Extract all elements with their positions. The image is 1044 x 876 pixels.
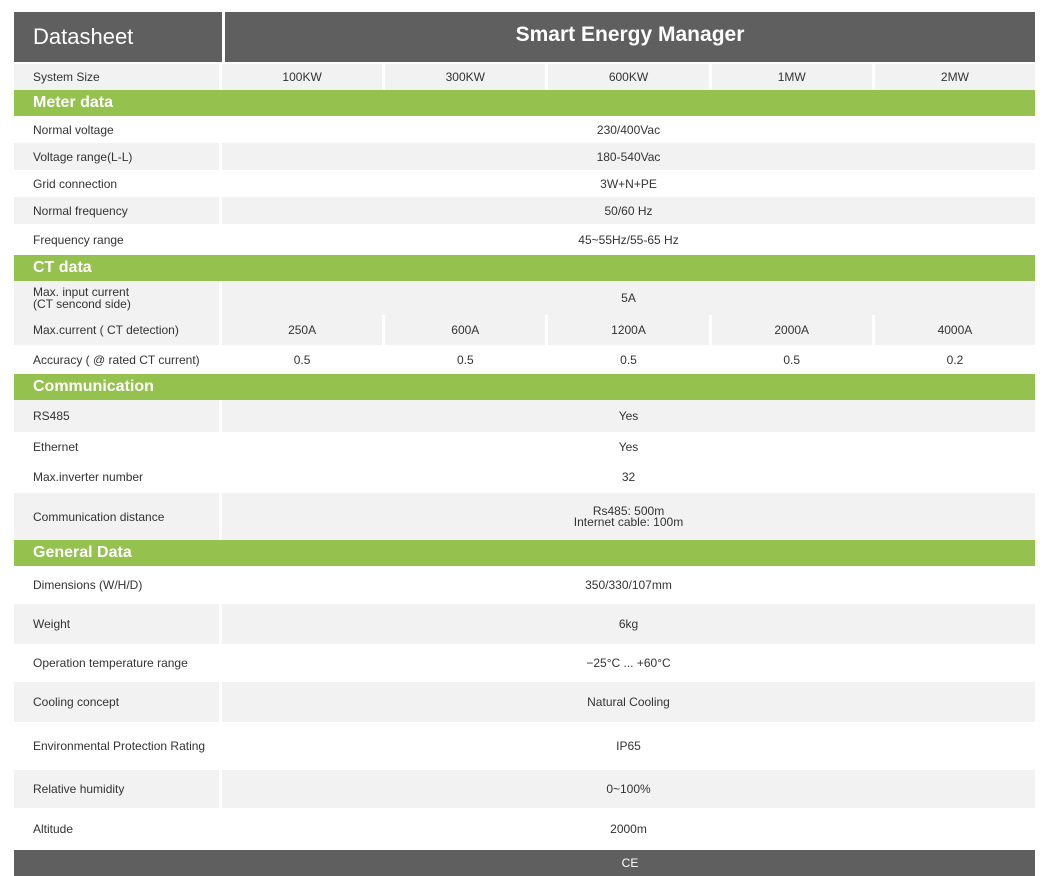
spec-row: Frequency range 45~55Hz/55-65 Hz [14,224,1035,255]
system-size-cell: 100KW [222,64,383,90]
row-value: 2000m [222,808,1035,850]
row-label: Normal frequency [14,197,222,224]
row-value: −25°C ... +60°C [222,644,1035,682]
spec-row: Relative humidity 0~100% [14,770,1035,808]
accuracy-cell: 0.5 [708,345,872,374]
section-communication: Communication [14,374,1035,400]
spec-row: Max. input current (CT sencond side) 5A [14,281,1035,315]
row-value: 45~55Hz/55-65 Hz [222,224,1035,255]
spec-row: Ethernet Yes [14,432,1035,461]
row-value: IP65 [222,722,1035,770]
row-value-line: Rs485: 500m [592,503,665,518]
spec-row: Normal voltage 230/400Vac [14,116,1035,143]
accuracy-cell: 0.5 [382,345,546,374]
row-label: System Size [14,64,222,90]
row-value: Yes [222,400,1035,432]
certification-footer: CE [14,850,1035,876]
datasheet-header: Datasheet Smart Energy Manager [14,12,1035,62]
system-size-cell: 2MW [871,64,1036,90]
spec-row: Dimensions (W/H/D) 350/330/107mm [14,566,1035,604]
spec-row: Max.current ( CT detection) 250A 600A 12… [14,315,1036,345]
row-value-line: Internet cable: 100m [573,514,684,529]
row-label: Operation temperature range [14,644,222,682]
row-label: Environmental Protection Rating [14,722,222,770]
section-ct-data: CT data [14,255,1035,281]
spec-row: Communication distance Rs485: 500m Inter… [14,493,1035,540]
row-label: Grid connection [14,170,222,197]
header-divider [222,12,225,62]
row-value: 5A [222,281,1035,315]
accuracy-cell: 0.5 [222,345,383,374]
row-label: Altitude [14,808,222,850]
max-current-cell: 2000A [708,315,872,345]
row-label: Normal voltage [14,116,222,143]
accuracy-cell: 0.5 [545,345,709,374]
datasheet-title: Datasheet [33,24,134,49]
row-value: 180-540Vac [222,143,1035,170]
row-label: Max.current ( CT detection) [14,315,222,345]
product-title: Smart Energy Manager [515,23,745,46]
row-label: Weight [14,604,222,644]
spec-row: Operation temperature range −25°C ... +6… [14,644,1035,682]
row-label: Communication distance [14,493,222,540]
row-label-line: (CT sencond side) [33,297,131,311]
row-label: Accuracy ( @ rated CT current) [14,345,222,374]
max-current-cell: 4000A [871,315,1036,345]
row-label: RS485 [14,400,222,432]
row-value: 230/400Vac [222,116,1035,143]
row-value: 350/330/107mm [222,566,1035,604]
spec-row: RS485 Yes [14,400,1035,432]
system-size-cell: 1MW [708,64,872,90]
row-value: 6kg [222,604,1035,644]
row-value: Yes [222,432,1035,461]
max-current-cell: 600A [382,315,546,345]
row-value: Rs485: 500m Internet cable: 100m [222,493,1035,540]
row-label: Max.inverter number [14,461,222,493]
row-label: Ethernet [14,432,222,461]
row-label: Dimensions (W/H/D) [14,566,222,604]
max-current-cell: 250A [222,315,383,345]
row-value: 32 [222,461,1035,493]
row-label-line: Max. input current [33,285,130,299]
spec-row: Max.inverter number 32 [14,461,1035,493]
row-value: Natural Cooling [222,682,1035,722]
system-size-cell: 300KW [382,64,546,90]
row-label: Max. input current (CT sencond side) [14,281,222,315]
accuracy-cell: 0.2 [871,345,1036,374]
row-label: Relative humidity [14,770,222,808]
row-label: Cooling concept [14,682,222,722]
system-size-cell: 600KW [545,64,709,90]
section-general-data: General Data [14,540,1035,566]
spec-table: System Size 100KW 300KW 600KW 1MW 2MW Me… [14,64,1036,876]
certification-value: CE [621,856,639,870]
spec-row: Grid connection 3W+N+PE [14,170,1035,197]
row-value: 0~100% [222,770,1035,808]
row-label: Frequency range [14,224,222,255]
row-value: 50/60 Hz [222,197,1035,224]
spec-row: Normal frequency 50/60 Hz [14,197,1035,224]
row-label: Voltage range(L-L) [14,143,222,170]
spec-row: Weight 6kg [14,604,1035,644]
spec-row: Environmental Protection Rating IP65 [14,722,1035,770]
section-meter-data: Meter data [14,90,1035,116]
system-size-row: System Size 100KW 300KW 600KW 1MW 2MW [14,64,1036,90]
spec-row: Altitude 2000m [14,808,1035,850]
spec-row: Accuracy ( @ rated CT current) 0.5 0.5 0… [14,345,1036,374]
spec-row: Voltage range(L-L) 180-540Vac [14,143,1035,170]
spec-row: Cooling concept Natural Cooling [14,682,1035,722]
row-value: 3W+N+PE [222,170,1035,197]
max-current-cell: 1200A [545,315,709,345]
